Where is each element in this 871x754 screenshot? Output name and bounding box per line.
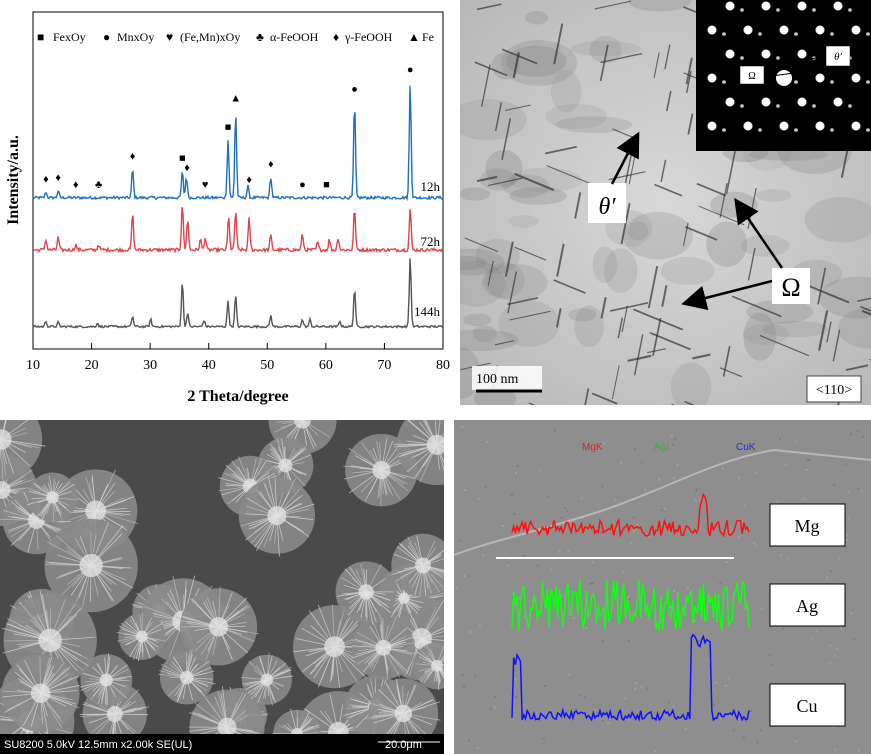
peak-marker: ▲	[230, 93, 241, 105]
element-box-ag	[769, 583, 846, 627]
eds-trace-mg	[511, 492, 750, 538]
xrd-chart: ■ FexOy ● MnxOy ♥ (Fe,Mn)xOy ♣ α-FeOOH ♦…	[5, 11, 450, 405]
diffraction-inset: Ω θ′	[696, 0, 871, 151]
peak-marker: ■	[225, 122, 232, 134]
inset-omega-box	[739, 65, 765, 85]
peak-marker: ♦	[43, 173, 49, 185]
x-tick-label: 50	[260, 358, 274, 373]
element-box-mg	[769, 503, 846, 547]
x-tick-label: 30	[143, 358, 157, 373]
zone-axis-label: <110>	[816, 383, 852, 398]
flower-structures	[0, 420, 444, 754]
eds-label-mgk: MgK	[582, 442, 603, 453]
eds-traces	[511, 492, 750, 722]
xrd-series-144h	[32, 258, 444, 330]
omega-label: Ω	[781, 273, 800, 302]
x-axis-ticks: 10 20 30 40 50 60 70 80	[26, 343, 450, 373]
sem-micrograph-panel: SU8200 5.0kV 12.5mm x2.00k SE(UL) 20.0μm	[0, 420, 444, 754]
y-axis-label: Intensity/a.u.	[5, 135, 22, 225]
legend-symbol-fe: ▲	[408, 30, 420, 44]
peak-marker: ●	[299, 179, 306, 191]
zone-axis-box	[806, 375, 862, 403]
eds-label-cuk: CuK	[736, 442, 756, 453]
peak-markers: ♦ ♦♦ ♣♦ ■♦♥■▲♦♦● ■●●	[43, 64, 413, 191]
curve-label-72h: 72h	[421, 234, 441, 249]
element-label-ag: Ag	[796, 596, 818, 616]
tem-micrograph-panel: Ω θ′ θ′ Ω 100 nm <110>	[460, 0, 871, 405]
peak-marker: ♣	[95, 179, 102, 191]
inset-omega-label: Ω	[748, 71, 755, 82]
sem-info-bar	[0, 734, 444, 754]
x-tick-label: 80	[436, 358, 450, 373]
element-label-cu: Cu	[796, 696, 817, 716]
peak-marker: ♦	[268, 158, 274, 170]
peak-marker: ♦	[55, 172, 61, 184]
legend-label-gamma-feooh: γ-FeOOH	[344, 30, 393, 44]
eds-trace-cu	[511, 633, 750, 722]
x-tick-label: 40	[202, 358, 216, 373]
omega-label-box	[772, 268, 810, 304]
peak-marker: ♦	[73, 179, 79, 191]
tem-micrograph: Ω θ′ θ′ Ω 100 nm <110>	[460, 0, 871, 405]
peak-marker: ♦	[130, 150, 136, 162]
theta-label-box	[588, 183, 626, 223]
sem-scale-label: 20.0μm	[385, 739, 422, 751]
legend-label-mnxoy: MnxOy	[117, 30, 154, 44]
xrd-chart-panel: ■ FexOy ● MnxOy ♥ (Fe,Mn)xOy ♣ α-FeOOH ♦…	[0, 0, 455, 412]
legend-label-fexoy: FexOy	[53, 30, 86, 44]
peak-marker: ♦	[184, 162, 190, 174]
peak-marker: ●	[351, 84, 358, 96]
x-tick-label: 10	[26, 358, 40, 373]
xrd-curves	[32, 85, 444, 330]
legend-label-alpha-feooh: α-FeOOH	[270, 30, 319, 44]
legend-symbol-mnxoy: ●	[103, 30, 110, 44]
curve-label-144h: 144h	[414, 304, 441, 319]
legend-symbol-femnoxy: ♥	[166, 30, 173, 44]
xrd-series-72h	[32, 207, 444, 254]
legend-label-fe: Fe	[422, 30, 434, 44]
x-tick-label: 20	[85, 358, 99, 373]
legend-symbol-alpha-feooh: ♣	[256, 30, 264, 44]
peak-marker: ■	[179, 153, 186, 165]
eds-linescan: MgK AgL CuK Mg Ag Cu	[454, 420, 871, 754]
eds-linescan-panel: MgK AgL CuK Mg Ag Cu	[454, 420, 871, 754]
peak-marker: ♦	[246, 174, 252, 186]
peak-marker: ■	[323, 179, 330, 191]
theta-prime-label: θ′	[598, 194, 616, 220]
plot-frame	[32, 11, 444, 350]
sem-info-text: SU8200 5.0kV 12.5mm x2.00k SE(UL)	[4, 739, 192, 751]
element-box-cu	[769, 683, 846, 727]
peak-marker: ♥	[202, 179, 209, 191]
eds-label-agl: AgL	[654, 442, 672, 453]
legend-label-femnoxy: (Fe,Mn)xOy	[180, 30, 240, 44]
x-tick-label: 70	[377, 358, 391, 373]
legend-symbol-fexoy: ■	[37, 30, 44, 44]
sem-micrograph: SU8200 5.0kV 12.5mm x2.00k SE(UL) 20.0μm	[0, 420, 444, 754]
eds-trace-ag	[511, 579, 750, 631]
inset-theta-label: θ′	[834, 51, 842, 63]
x-axis-label: 2 Theta/degree	[187, 388, 288, 405]
xrd-legend: ■ FexOy ● MnxOy ♥ (Fe,Mn)xOy ♣ α-FeOOH ♦…	[37, 30, 434, 44]
xrd-series-12h	[32, 85, 444, 202]
x-tick-label: 60	[319, 358, 333, 373]
scale-bar-label: 100 nm	[476, 372, 519, 387]
legend-symbol-gamma-feooh: ♦	[333, 30, 339, 44]
curve-label-12h: 12h	[421, 179, 441, 194]
element-label-mg: Mg	[794, 516, 819, 536]
peak-marker: ●	[407, 64, 414, 76]
